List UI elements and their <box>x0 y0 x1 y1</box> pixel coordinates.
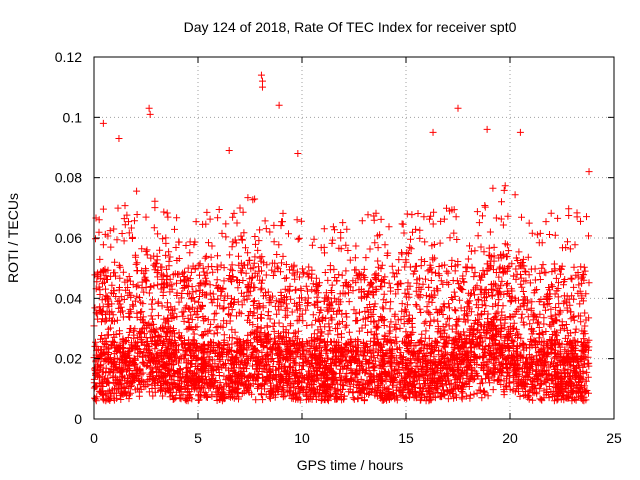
axis-ticks: 0 5 10 15 20 25 0 0.02 0.04 0.06 0.08 0.1 0.12 <box>55 49 622 446</box>
y-tick-label: 0.02 <box>55 351 82 367</box>
y-tick-label: 0.04 <box>55 290 82 306</box>
data-point-2 <box>258 83 266 91</box>
data-point-11 <box>115 134 123 142</box>
x-tick-label: 5 <box>194 430 202 446</box>
x-tick-label: 20 <box>502 430 518 446</box>
chart-title: Day 124 of 2018, Rate Of TEC Index for r… <box>184 19 517 35</box>
data-point-cloud <box>90 182 593 405</box>
x-tick-label: 15 <box>398 430 414 446</box>
y-tick-label: 0.1 <box>63 109 83 125</box>
y-tick-label: 0.12 <box>55 49 82 65</box>
data-point-5 <box>454 104 462 112</box>
data-point-3 <box>145 104 153 112</box>
x-tick-label: 0 <box>90 430 98 446</box>
data-point-10 <box>429 128 437 136</box>
data-point-13 <box>225 147 233 155</box>
data-point-0 <box>257 71 265 79</box>
y-tick-label: 0.06 <box>55 230 82 246</box>
data-point-9 <box>516 128 524 136</box>
data-point-6 <box>275 101 283 109</box>
y-axis-label: ROTI / TECUs <box>5 193 21 283</box>
data-points <box>90 71 593 405</box>
x-tick-label: 25 <box>606 430 622 446</box>
data-point-7 <box>99 119 107 127</box>
data-point-12 <box>294 150 302 158</box>
data-point-14 <box>585 168 593 176</box>
data-point-1 <box>258 77 266 85</box>
y-tick-label: 0 <box>74 411 82 427</box>
data-point-4 <box>146 110 154 118</box>
data-point-8 <box>483 125 491 133</box>
y-tick-label: 0.08 <box>55 170 82 186</box>
x-axis-label: GPS time / hours <box>297 457 404 473</box>
x-tick-label: 10 <box>294 430 310 446</box>
